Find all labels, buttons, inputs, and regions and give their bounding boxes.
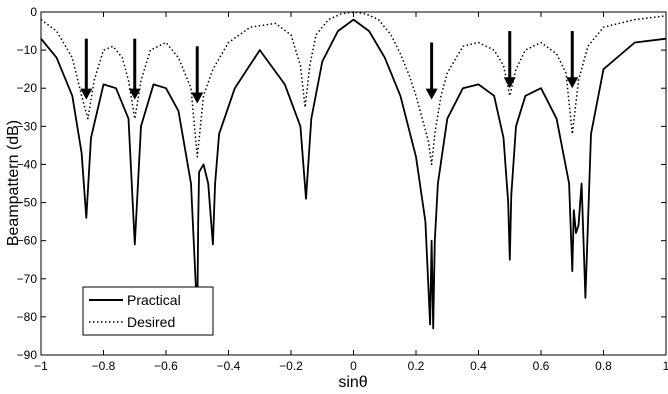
x-tick-label: 0.8: [595, 359, 612, 373]
x-tick-label: −0.4: [217, 359, 241, 373]
y-axis-label: Beampattern (dB): [5, 120, 22, 246]
legend-practical-label: Practical: [127, 292, 181, 308]
x-tick-label: 1: [663, 359, 668, 373]
y-tick-label: −10: [17, 43, 38, 57]
y-tick-label: −30: [17, 119, 38, 133]
y-tick-label: −90: [17, 348, 38, 362]
x-tick-label: 0.6: [533, 359, 550, 373]
y-tick-label: −60: [17, 234, 38, 248]
axis-ticks: −1 −0.8 −0.6 −0.4 −0.2 0 0.2 0.4 0.6 0.8 1 0 −10 −20 −…: [17, 5, 668, 373]
null-arrows: [80, 31, 579, 104]
y-tick-label: −70: [17, 272, 38, 286]
x-tick-label: −0.8: [92, 359, 116, 373]
series-practical-line: [40, 18, 667, 330]
legend-desired-label: Desired: [127, 314, 175, 330]
series-desired-line: [40, 11, 667, 166]
null-arrow-head: [191, 92, 204, 104]
null-arrow-head: [128, 88, 141, 100]
series-lines: [40, 11, 667, 330]
y-tick-label: 0: [30, 5, 37, 19]
x-tick-label: 0.2: [408, 359, 425, 373]
x-tick-label: 0.4: [470, 359, 487, 373]
null-arrow-head: [566, 77, 579, 89]
x-tick-label: −0.2: [279, 359, 303, 373]
x-tick-label: −1: [34, 359, 48, 373]
x-axis-label: sinθ: [338, 374, 367, 391]
y-tick-label: −50: [17, 196, 38, 210]
null-arrow-head: [425, 88, 438, 100]
y-tick-label: −20: [17, 81, 38, 95]
x-tick-label: −0.6: [154, 359, 178, 373]
null-arrow-head: [503, 77, 516, 89]
legend-box: [82, 286, 214, 336]
legend: Practical Desired: [82, 286, 214, 336]
null-arrow-head: [80, 88, 93, 100]
x-tick-label: 0: [350, 359, 357, 373]
y-tick-label: −80: [17, 310, 38, 324]
y-tick-label: −40: [17, 157, 38, 171]
